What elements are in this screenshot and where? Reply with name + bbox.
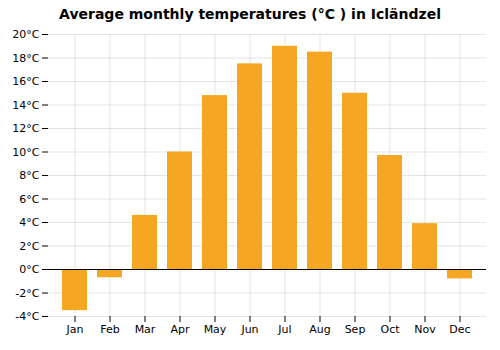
svg-text:Jun: Jun: [240, 323, 258, 336]
html-text:Average monthly temperatures (: Average monthly temperatures (°C ) in Ic…: [59, 6, 441, 22]
svg-text:2°C: 2°C: [19, 240, 39, 253]
svg-text:Jul: Jul: [277, 323, 291, 336]
svg-text:16°C: 16°C: [12, 75, 39, 88]
svg-text:Aug: Aug: [309, 323, 330, 336]
svg-text:-4°C: -4°C: [15, 310, 39, 323]
svg-text:6°C: 6°C: [19, 193, 39, 206]
svg-text:Apr: Apr: [170, 323, 190, 336]
svg-text:0°C: 0°C: [19, 263, 39, 276]
svg-text:Sep: Sep: [345, 323, 366, 336]
svg-text:Mar: Mar: [135, 323, 156, 336]
svg-text:Oct: Oct: [380, 323, 400, 336]
svg-text:10°C: 10°C: [12, 146, 39, 159]
svg-text:4°C: 4°C: [19, 216, 39, 229]
svg-text:18°C: 18°C: [12, 52, 39, 65]
svg-text:Nov: Nov: [414, 323, 436, 336]
svg-text:May: May: [204, 323, 227, 336]
svg-text:12°C: 12°C: [12, 122, 39, 135]
svg-text:20°C: 20°C: [12, 28, 39, 41]
svg-text:-2°C: -2°C: [15, 287, 39, 300]
svg-text:14°C: 14°C: [12, 99, 39, 112]
svg-text:8°C: 8°C: [19, 169, 39, 182]
svg-text:Dec: Dec: [449, 323, 470, 336]
svg-text:Jan: Jan: [66, 323, 84, 336]
svg-text:Feb: Feb: [100, 323, 119, 336]
